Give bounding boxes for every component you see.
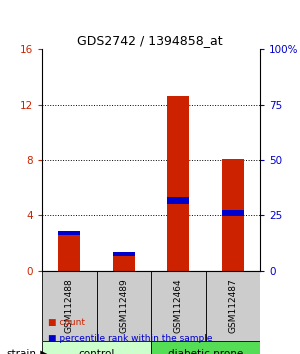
Text: GSM112488: GSM112488 [65,279,74,333]
Bar [151,341,260,354]
Text: GDS2742 / 1394858_at: GDS2742 / 1394858_at [77,34,223,46]
Bar [222,210,244,216]
Bar [167,197,189,204]
Bar [206,270,260,341]
Bar [97,270,151,341]
Text: GSM112489: GSM112489 [119,279,128,333]
Text: ■ count: ■ count [48,319,85,327]
Bar [42,341,151,354]
Bar [58,231,80,235]
Text: ■ percentile rank within the sample: ■ percentile rank within the sample [48,335,212,343]
Bar [42,270,97,341]
Bar [113,254,135,270]
Bar [167,96,189,270]
Bar [222,159,244,270]
Text: control: control [78,349,115,354]
Text: diabetic prone: diabetic prone [168,349,243,354]
Bar [58,233,80,270]
Bar [151,270,206,341]
Text: GSM112464: GSM112464 [174,279,183,333]
Text: ▶: ▶ [38,349,49,354]
Bar [113,252,135,256]
Text: strain: strain [6,349,36,354]
Text: GSM112487: GSM112487 [228,279,237,333]
